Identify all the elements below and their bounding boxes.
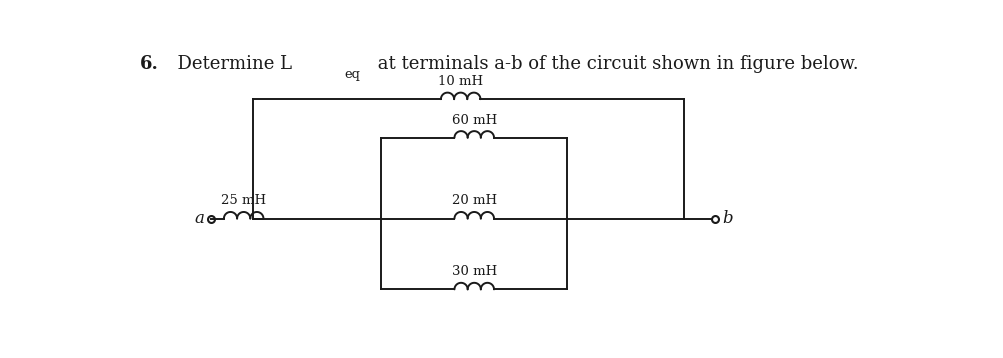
Text: b: b [721, 210, 732, 227]
Text: eq: eq [344, 68, 359, 81]
Text: 10 mH: 10 mH [437, 75, 482, 88]
Text: at terminals a-b of the circuit shown in figure below.: at terminals a-b of the circuit shown in… [371, 55, 858, 73]
Text: 20 mH: 20 mH [451, 194, 496, 207]
Text: 25 mH: 25 mH [221, 194, 266, 207]
Text: Determine L: Determine L [165, 55, 292, 73]
Text: a: a [195, 210, 205, 227]
Text: 30 mH: 30 mH [451, 265, 496, 278]
Text: 6.: 6. [139, 55, 158, 73]
Text: 60 mH: 60 mH [451, 113, 496, 126]
